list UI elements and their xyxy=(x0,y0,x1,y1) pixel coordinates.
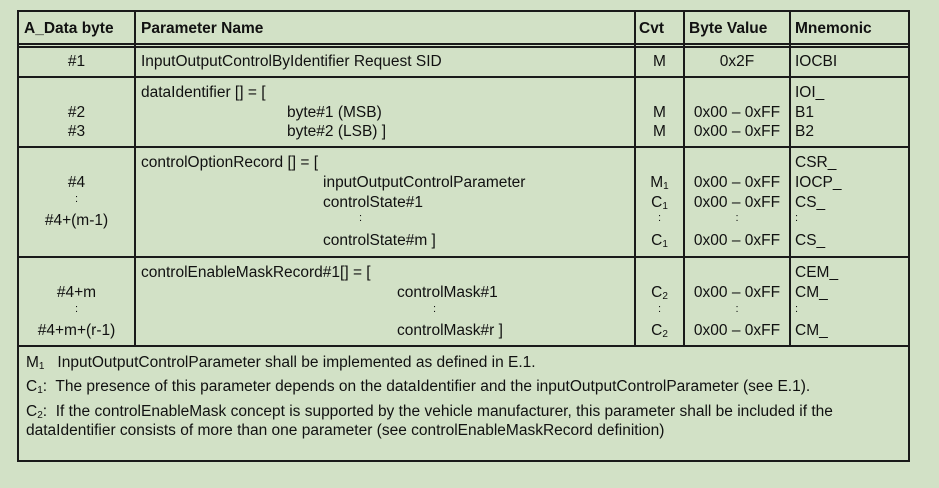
row3-param-3: controlState#m ] xyxy=(323,232,436,249)
row-divider xyxy=(17,256,910,258)
row4-mnemonic-dots: : xyxy=(795,303,799,315)
row3-cvt-3: C1 xyxy=(651,232,668,250)
message-table xyxy=(17,10,910,462)
row3-cvt-2: C1 xyxy=(651,194,668,212)
column-divider xyxy=(789,10,791,347)
row4-value-2: 0x00 – 0xFF xyxy=(693,322,781,339)
row2-byte: #3 xyxy=(67,123,86,140)
row-divider xyxy=(17,46,910,48)
row2-byte: #2 xyxy=(67,104,86,121)
row4-cvt-2: C2 xyxy=(651,322,668,340)
row3-param-1: inputOutputControlParameter xyxy=(323,174,526,191)
row1-mnemonic: IOCBI xyxy=(795,53,838,70)
row4-title: controlEnableMaskRecord#1[] = [ xyxy=(141,264,371,281)
row3-byte-last: #4+(m-1) xyxy=(44,212,109,229)
note-m1-key: M1 xyxy=(26,354,45,372)
row3-param-dots: : xyxy=(359,212,363,224)
row4-param-1: controlMask#1 xyxy=(397,284,498,301)
row4-byte-first: #4+m xyxy=(56,284,97,301)
row3-value-dots: : xyxy=(735,212,739,224)
row4-byte-last: #4+m+(r-1) xyxy=(37,322,116,339)
row4-value-dots: : xyxy=(735,303,739,315)
row2-value: 0x00 – 0xFF xyxy=(693,123,781,140)
row1-cvt: M xyxy=(653,53,666,70)
header-data-byte: A_Data byte xyxy=(24,20,114,37)
row3-byte-first: #4 xyxy=(67,174,86,191)
row2-param: byte#1 (MSB) xyxy=(287,104,382,121)
note-c2-text: If the controlEnableMask concept is supp… xyxy=(26,403,833,439)
row2-mnemonic: B2 xyxy=(795,123,814,140)
row3-title: controlOptionRecord [] = [ xyxy=(141,154,319,171)
row4-param-2: controlMask#r ] xyxy=(397,322,503,339)
row1-value: 0x2F xyxy=(719,53,755,70)
note-c1: C1: The presence of this parameter depen… xyxy=(26,377,906,396)
row3-cvt-1: M1 xyxy=(650,174,669,192)
row3-param-2: controlState#1 xyxy=(323,194,423,211)
header-mnemonic: Mnemonic xyxy=(795,20,872,37)
note-m1-text: InputOutputControlParameter shall be imp… xyxy=(57,354,536,371)
note-c2-key: C2: xyxy=(26,403,48,421)
header-byte-value: Byte Value xyxy=(689,20,768,37)
note-c1-key: C1: xyxy=(26,378,48,396)
row2-param: byte#2 (LSB) ] xyxy=(287,123,387,140)
row2-title: dataIdentifier [] = [ xyxy=(141,84,266,101)
row2-cvt: M xyxy=(653,123,666,140)
row-divider xyxy=(17,76,910,78)
row3-mnemonic-1: IOCP_ xyxy=(795,174,842,191)
column-divider xyxy=(683,10,685,347)
note-c1-text: The presence of this parameter depends o… xyxy=(55,378,811,395)
row4-cvt-dots: : xyxy=(657,303,662,315)
row1-byte: #1 xyxy=(67,53,86,70)
note-c2: C2: If the controlEnableMask concept is … xyxy=(26,402,908,440)
row3-mnemonic-title: CSR_ xyxy=(795,154,837,171)
row4-mnemonic-2: CM_ xyxy=(795,322,828,339)
header-parameter-name: Parameter Name xyxy=(141,20,264,37)
row3-value-1: 0x00 – 0xFF xyxy=(693,174,781,191)
row3-value-2: 0x00 – 0xFF xyxy=(693,194,781,211)
row3-value-3: 0x00 – 0xFF xyxy=(693,232,781,249)
column-divider xyxy=(134,10,136,347)
row3-mnemonic-2: CS_ xyxy=(795,194,826,211)
row-divider xyxy=(17,146,910,148)
row2-cvt: M xyxy=(653,104,666,121)
row1-param: InputOutputControlByIdentifier Request S… xyxy=(141,53,442,70)
row2-mnemonic: B1 xyxy=(795,104,814,121)
row4-mnemonic-title: CEM_ xyxy=(795,264,839,281)
row3-mnemonic-dots: : xyxy=(795,212,799,224)
row2-mnemonic-title: IOI_ xyxy=(795,84,825,101)
row4-value-1: 0x00 – 0xFF xyxy=(693,284,781,301)
header-cvt: Cvt xyxy=(639,20,664,37)
note-m1: M1 InputOutputControlParameter shall be … xyxy=(26,353,906,372)
row3-cvt-dots: : xyxy=(657,212,662,224)
row4-param-dots: : xyxy=(433,303,437,315)
row4-mnemonic-1: CM_ xyxy=(795,284,828,301)
row-divider xyxy=(17,43,910,45)
column-divider xyxy=(634,10,636,347)
row3-byte-dots: : xyxy=(74,193,79,205)
row3-mnemonic-3: CS_ xyxy=(795,232,826,249)
row-divider xyxy=(17,345,910,347)
row4-byte-dots: : xyxy=(74,303,79,315)
row4-cvt-1: C2 xyxy=(651,284,668,302)
row2-value: 0x00 – 0xFF xyxy=(693,104,781,121)
